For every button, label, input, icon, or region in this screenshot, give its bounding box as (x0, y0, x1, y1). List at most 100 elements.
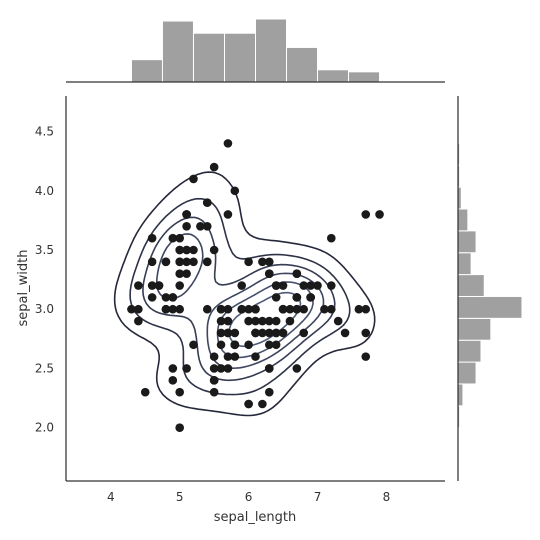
right-hist-bar (457, 317, 492, 341)
x-tick-label: 5 (176, 490, 184, 504)
scatter-point (202, 257, 212, 267)
scatter-point (258, 257, 267, 267)
scatter-point (134, 281, 143, 290)
scatter-point (223, 139, 233, 148)
scatter-point (244, 257, 253, 267)
scatter-point (209, 245, 219, 255)
scatter-point (292, 269, 302, 278)
scatter-point (202, 198, 212, 207)
scatter-point (361, 328, 371, 338)
scatter-point (333, 316, 343, 326)
y-axis-label: sepal_width (16, 250, 31, 327)
scatter-point (182, 269, 191, 278)
scatter-point (154, 281, 164, 290)
scatter-point (271, 316, 281, 326)
scatter-point (223, 328, 233, 338)
scatter-point (251, 316, 260, 326)
scatter-point (223, 364, 233, 373)
scatter-point (306, 281, 315, 290)
scatter-point (340, 328, 350, 338)
scatter-point (216, 304, 226, 314)
top-hist-bar (317, 69, 350, 83)
scatter-point (271, 293, 281, 302)
scatter-point (299, 281, 309, 290)
scatter-point (147, 233, 157, 243)
scatter-point (361, 304, 371, 314)
scatter-point (182, 364, 191, 373)
scatter-point (134, 304, 143, 314)
scatter-point (278, 328, 288, 338)
scatter-point (361, 352, 371, 361)
scatter-point (209, 387, 219, 397)
scatter-point (264, 364, 274, 373)
axes (65, 81, 459, 482)
scatter-point (175, 423, 184, 432)
scatter-point (278, 304, 288, 314)
scatter-point (223, 316, 233, 326)
right-hist-bar (457, 230, 477, 254)
scatter-point (147, 293, 157, 302)
scatter-point (237, 281, 247, 290)
scatter-point (175, 269, 184, 278)
scatter-point (140, 387, 150, 397)
scatter-point (299, 304, 309, 314)
scatter-point (251, 352, 260, 361)
scatter-point (264, 269, 274, 278)
x-tick-labels: 4 5 6 7 8 (107, 490, 390, 504)
scatter-point (168, 376, 178, 385)
scatter-point (202, 222, 212, 231)
scatter-point (230, 328, 240, 338)
scatter-point (127, 304, 136, 314)
scatter-point (230, 186, 240, 196)
scatter-point (175, 257, 184, 267)
scatter-point (306, 293, 315, 302)
right-hist-bar (457, 252, 472, 276)
scatter-point (168, 304, 178, 314)
top-hist-bar (223, 32, 256, 83)
scatter-point (209, 162, 219, 172)
scatter-point (292, 293, 302, 302)
scatter-point (189, 257, 198, 267)
scatter-point (258, 328, 267, 338)
scatter-point (244, 340, 253, 350)
scatter-point (264, 340, 274, 350)
scatter-point (327, 304, 336, 314)
y-tick-labels: 2.0 2.5 3.0 3.5 4.0 4.5 (35, 125, 54, 435)
scatter-point (182, 222, 191, 231)
scatter-point (327, 281, 336, 290)
scatter-point (223, 210, 233, 219)
scatter-point (271, 281, 281, 290)
right-hist-bar (457, 383, 464, 407)
scatter-point (251, 304, 260, 314)
y-tick-label: 2.0 (35, 421, 54, 435)
scatter-point (134, 316, 143, 326)
y-tick-label: 2.5 (35, 361, 54, 375)
y-tick-label: 4.5 (35, 125, 54, 139)
x-axis-label: sepal_length (214, 510, 297, 525)
scatter-point (161, 257, 171, 267)
scatter-point (216, 316, 226, 326)
right-hist-bar (457, 339, 482, 363)
scatter-point (182, 245, 191, 255)
scatter-point (327, 233, 336, 243)
scatter-point (175, 245, 184, 255)
scatter-point (244, 399, 253, 409)
scatter-point (244, 304, 253, 314)
scatter-point (320, 304, 329, 314)
scatter-point (285, 316, 295, 326)
top-hist-bar (192, 32, 225, 83)
scatter-point (182, 257, 191, 267)
x-tick-label: 4 (107, 490, 115, 504)
x-tick-label: 8 (383, 490, 391, 504)
top-hist-bar (286, 46, 319, 83)
scatter-points (127, 139, 384, 432)
scatter-point (168, 364, 178, 373)
scatter-point (161, 304, 171, 314)
scatter-point (175, 281, 184, 290)
y-tick-label: 4.0 (35, 184, 54, 198)
scatter-point (209, 364, 219, 373)
scatter-point (216, 340, 226, 350)
kde-contour-line (113, 171, 376, 417)
scatter-point (237, 304, 247, 314)
scatter-point (175, 387, 184, 397)
